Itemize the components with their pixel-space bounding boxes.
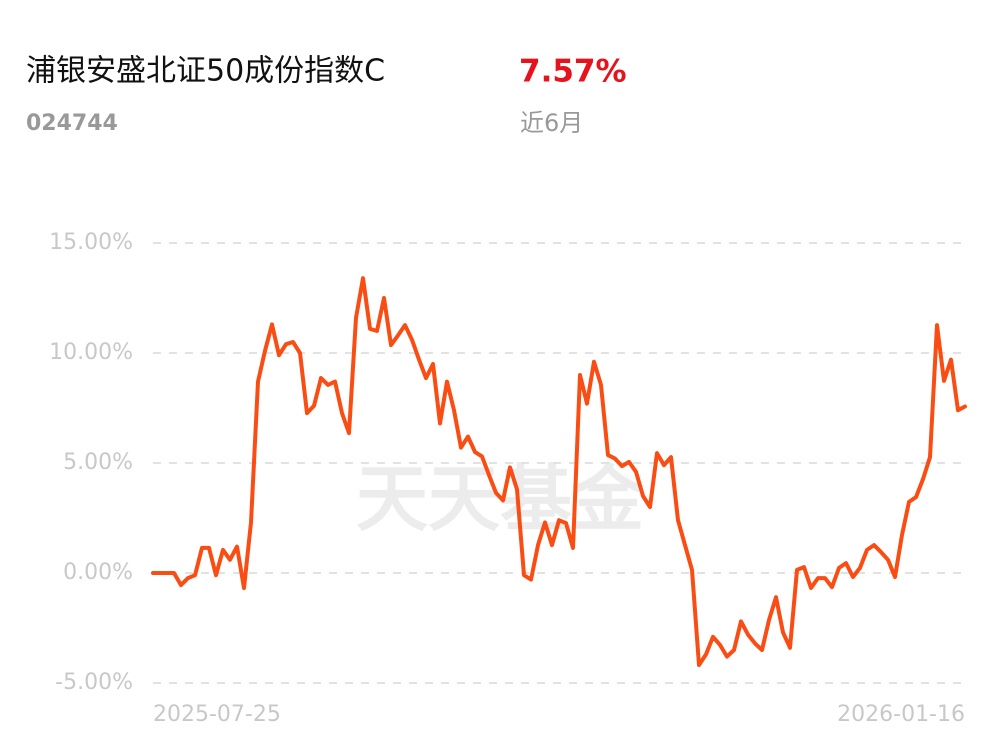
y-tick-label: 10.00% — [49, 340, 133, 365]
x-tick-label: 2026-01-16 — [837, 702, 965, 727]
y-tick-label: 5.00% — [63, 450, 133, 475]
fund-code: 024744 — [26, 111, 118, 136]
period-label: 近6月 — [520, 109, 583, 137]
data-line — [151, 276, 967, 667]
y-tick-label: -5.00% — [55, 670, 133, 695]
y-tick-label: 0.00% — [63, 560, 133, 585]
x-tick-label: 2025-07-25 — [153, 702, 281, 727]
y-tick-label: 15.00% — [49, 230, 133, 255]
fund-title: 浦银安盛北证50成份指数C — [26, 54, 385, 89]
return-value: 7.57% — [519, 54, 627, 90]
